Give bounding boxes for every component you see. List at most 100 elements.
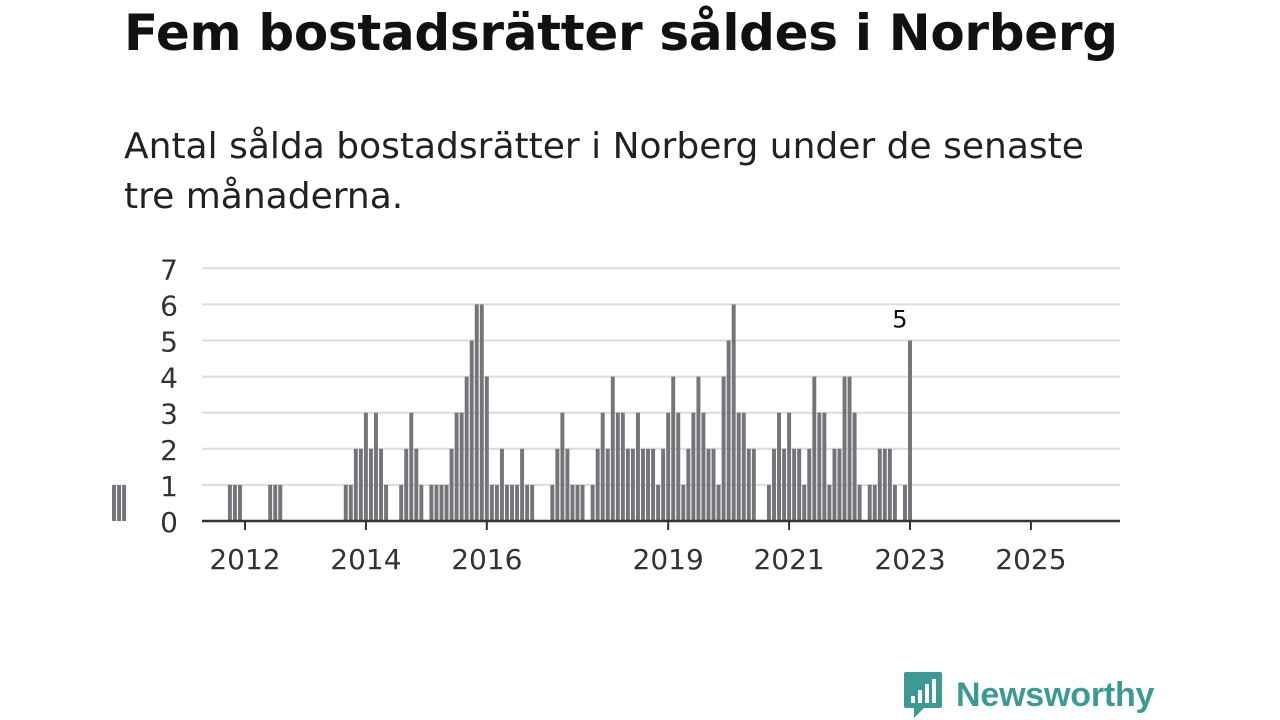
bar — [666, 412, 671, 521]
x-tick-label: 2016 — [451, 543, 522, 576]
bar — [832, 448, 837, 521]
bar — [494, 484, 499, 521]
y-tick-label: 2 — [160, 434, 178, 467]
bar — [812, 376, 817, 521]
bar — [474, 304, 479, 521]
bar — [610, 376, 615, 521]
bar — [681, 484, 686, 521]
y-tick-label: 7 — [160, 253, 178, 286]
bar — [525, 484, 530, 521]
bar — [449, 448, 454, 521]
bar — [625, 448, 630, 521]
bar — [857, 484, 862, 521]
bar — [237, 484, 242, 521]
y-tick-label: 4 — [160, 362, 178, 395]
bar — [368, 448, 373, 521]
bar — [676, 412, 681, 521]
bar — [444, 484, 449, 521]
bar — [696, 376, 701, 521]
bar — [706, 448, 711, 521]
newsworthy-brand[interactable]: Newsworthy — [902, 670, 1154, 720]
bar — [358, 448, 363, 521]
bar — [741, 412, 746, 521]
chart-title: Fem bostadsrätter såldes i Norberg — [124, 4, 1118, 62]
bar — [414, 448, 419, 521]
bar — [847, 376, 852, 521]
bar — [772, 448, 776, 521]
bar — [479, 304, 484, 521]
x-tick-label: 2012 — [209, 543, 280, 576]
bar — [802, 484, 807, 521]
bar — [882, 448, 887, 521]
bar — [605, 448, 610, 521]
bar — [353, 448, 358, 521]
bar — [620, 412, 625, 521]
y-tick-label: 0 — [160, 506, 178, 539]
bar — [590, 484, 595, 521]
x-tick-label: 2014 — [330, 543, 401, 576]
y-tick-label: 1 — [160, 470, 178, 503]
bar — [716, 484, 721, 521]
bar — [484, 376, 489, 521]
bar — [434, 484, 439, 521]
x-tick-label: 2025 — [995, 543, 1066, 576]
brand-name: Newsworthy — [956, 675, 1155, 714]
bar — [661, 448, 666, 521]
bar — [117, 484, 122, 521]
bar — [499, 448, 504, 521]
y-tick-label: 5 — [160, 326, 178, 359]
bar — [892, 484, 897, 521]
axes — [202, 519, 1120, 530]
bar — [777, 412, 781, 521]
bar — [384, 484, 389, 521]
bar — [600, 412, 605, 521]
bar — [751, 448, 756, 521]
bar — [766, 484, 771, 521]
bar — [459, 412, 464, 521]
bar — [278, 484, 283, 521]
bar — [867, 484, 872, 521]
bar — [273, 484, 278, 521]
bar — [570, 484, 575, 521]
bar — [112, 484, 116, 521]
bar — [232, 484, 237, 521]
bar — [464, 376, 469, 521]
bar — [641, 448, 645, 521]
bar — [746, 448, 751, 521]
bar — [439, 484, 444, 521]
bar — [822, 412, 827, 521]
bar — [122, 484, 127, 521]
bar — [348, 484, 353, 521]
bar — [560, 412, 565, 521]
bar — [872, 484, 877, 521]
bar — [908, 340, 912, 521]
bar — [520, 448, 525, 521]
bar — [807, 448, 812, 521]
bar — [268, 484, 273, 521]
bar — [399, 484, 404, 521]
bar — [555, 448, 560, 521]
bar — [615, 412, 620, 521]
highlight-value-label: 5 — [892, 306, 907, 334]
x-axis-labels: 2012 2014 2016 2019 2021 2023 2025 — [209, 543, 1066, 576]
bar — [903, 484, 907, 521]
bar — [842, 376, 847, 521]
bar — [635, 412, 640, 521]
annotations: 5 — [892, 306, 907, 334]
bar — [454, 412, 459, 521]
bar — [469, 340, 474, 521]
bar — [550, 484, 555, 521]
bar — [852, 412, 857, 521]
bar — [429, 484, 434, 521]
bars-group — [112, 304, 912, 521]
bar — [837, 448, 842, 521]
bar — [686, 448, 691, 521]
bar — [489, 484, 494, 521]
bar — [656, 484, 661, 521]
newsworthy-logo-icon — [904, 672, 942, 718]
bar — [530, 484, 535, 521]
bar — [646, 448, 651, 521]
bar — [379, 448, 383, 521]
bar — [691, 412, 696, 521]
bar — [510, 484, 514, 521]
